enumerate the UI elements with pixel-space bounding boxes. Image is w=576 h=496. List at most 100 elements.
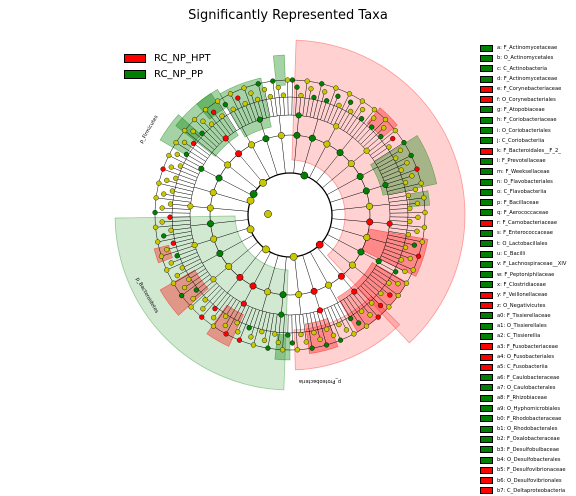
leaf-node: [310, 346, 315, 351]
leaf-node: [369, 300, 374, 305]
key-swatch: [480, 127, 493, 134]
leaf-node: [419, 181, 424, 186]
order-node: [376, 258, 382, 264]
key-label: a5: C_Fusobacteriia: [497, 364, 548, 370]
leaf-node: [305, 79, 310, 84]
key-entry: a0: F_Tissierellaceae: [480, 311, 576, 321]
key-swatch: [480, 168, 493, 175]
class-node: [358, 249, 364, 255]
key-entry: w: F_Peptoniphilaceae: [480, 270, 576, 280]
leaf-node: [259, 329, 264, 334]
key-swatch: [480, 487, 493, 494]
leaf-node: [309, 86, 314, 91]
leaf-node: [423, 210, 428, 215]
branch: [239, 154, 263, 183]
leaf-node: [407, 206, 412, 211]
leaf-node: [175, 152, 180, 157]
leaf-node: [402, 140, 407, 145]
leaf-node: [171, 281, 176, 286]
leaf-node: [155, 240, 160, 245]
key-label: b6: O_Desulfovibrionales: [497, 478, 562, 484]
key-entry: b1: O_Rhodobacterales: [480, 424, 576, 434]
key-swatch: [480, 148, 493, 155]
key-entry: f: O_Corynebacteriales: [480, 94, 576, 104]
key-label: l: F_Prevotellaceae: [497, 158, 546, 164]
leaf-node: [164, 268, 169, 273]
key-entry: a8: F_Rhizobiaceae: [480, 393, 576, 403]
key-entry: b4: O_Desulfobacterales: [480, 455, 576, 465]
leaf-node: [299, 93, 304, 98]
leaf-node: [422, 225, 427, 230]
key-label: a1: O_Tissierellales: [497, 323, 547, 329]
leaf-node: [324, 343, 329, 348]
leaf-node: [160, 206, 165, 211]
leaf-node: [285, 78, 290, 83]
leaf-node: [324, 327, 329, 332]
leaf-node: [290, 78, 295, 83]
leaf-node: [280, 347, 285, 352]
key-entry: s: F_Enterococcaceae: [480, 228, 576, 238]
leaf-node: [396, 281, 401, 286]
class-node: [211, 236, 217, 242]
leaf-node: [192, 117, 197, 122]
class-node: [338, 273, 344, 279]
order-node: [333, 123, 339, 129]
leaf-node: [295, 347, 300, 352]
key-swatch: [480, 467, 493, 474]
leaf-node: [191, 129, 196, 134]
phylum-node: [259, 179, 266, 186]
key-swatch: [480, 240, 493, 247]
leaf-node: [169, 165, 174, 170]
leaf-node: [304, 340, 309, 345]
key-label: o: C_Flavobacteriia: [497, 189, 546, 195]
leaf-node: [319, 81, 324, 86]
key-swatch: [480, 76, 493, 83]
leaf-node: [170, 189, 175, 194]
key-swatch: [480, 446, 493, 453]
branch: [288, 80, 289, 115]
leaf-node: [270, 79, 275, 84]
class-node: [366, 203, 372, 209]
key-entry: u: C_Bacilli: [480, 249, 576, 259]
leaf-node: [209, 122, 214, 127]
key-entry: o: C_Flavobacteriia: [480, 187, 576, 197]
key-entry: n: O_Flavobacteriales: [480, 177, 576, 187]
taxon-sector: [275, 334, 290, 360]
leaf-node: [359, 309, 364, 314]
leaf-node: [276, 85, 281, 90]
leaf-node: [338, 338, 343, 343]
leaf-node: [383, 117, 388, 122]
leaf-node: [403, 180, 408, 185]
leaf-node: [268, 94, 273, 99]
leaf-node: [203, 107, 208, 112]
class-node: [309, 135, 315, 141]
leaf-node: [399, 168, 404, 173]
class-node: [348, 160, 354, 166]
key-label: a8: F_Rhizobiaceae: [497, 395, 547, 401]
leaf-node: [334, 86, 339, 91]
key-entry: b0: F_Rhodobacteraceae: [480, 414, 576, 424]
leaf-node: [237, 338, 242, 343]
branch: [167, 180, 194, 188]
leaf-node: [413, 187, 418, 192]
order-node: [223, 136, 229, 142]
leaf-node: [399, 258, 404, 263]
leaf-node: [415, 229, 420, 234]
leaf-node: [154, 195, 159, 200]
key-label: b3: F_Desulfobulbaceae: [497, 447, 559, 453]
key-label: b0: F_Rhodobacteraceae: [497, 416, 561, 422]
leaf-node: [182, 140, 187, 145]
leaf-node: [415, 201, 420, 206]
leaf-node: [331, 333, 336, 338]
leaf-node: [223, 314, 228, 319]
key-swatch: [480, 302, 493, 309]
key-entry: a1: O_Tissierellales: [480, 321, 576, 331]
root-node: [264, 210, 271, 217]
order-node: [198, 166, 204, 172]
key-entry: z: O_Negativicutes: [480, 300, 576, 310]
key-label: g: F_Atopobiaceae: [497, 107, 545, 113]
phylum-node: [247, 197, 254, 204]
key-swatch: [480, 343, 493, 350]
class-node: [224, 162, 230, 168]
leaf-node: [203, 297, 208, 302]
